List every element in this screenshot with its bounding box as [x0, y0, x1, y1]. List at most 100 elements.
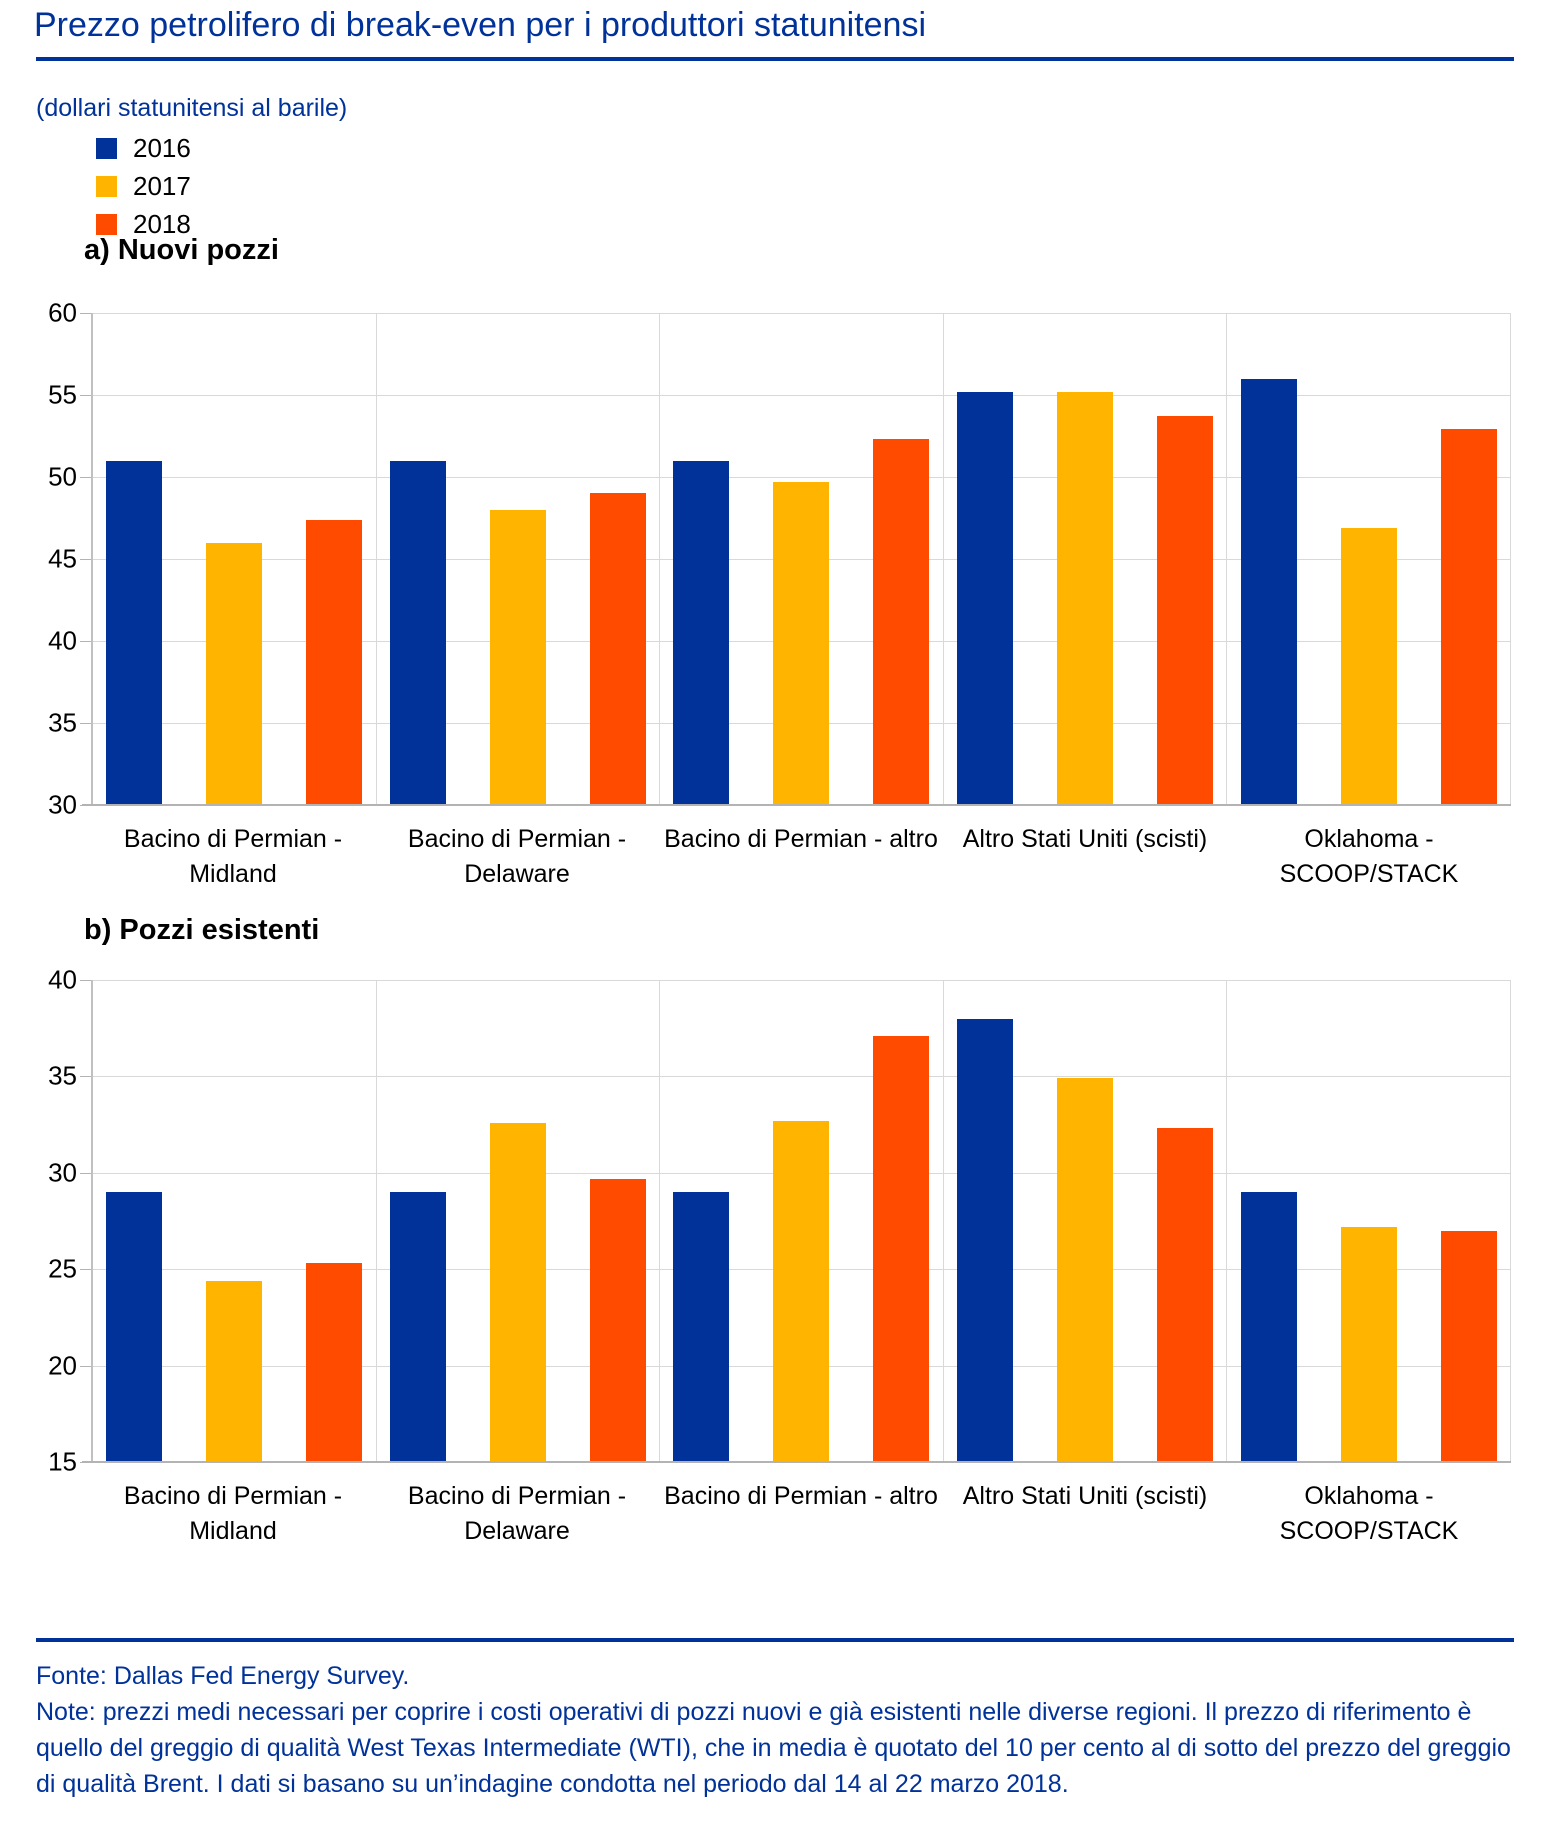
source-text: Fonte: Dallas Fed Energy Survey.	[36, 1662, 410, 1690]
bar-2018-cat3	[873, 1035, 930, 1462]
gridline	[93, 395, 1511, 396]
bar-2018-cat1	[306, 519, 363, 805]
plot-cells	[93, 313, 1511, 805]
y-axis-label: 35	[48, 707, 77, 738]
y-axis-label: 40	[48, 964, 77, 995]
bar-2018-cat4	[1157, 416, 1214, 805]
gridline	[93, 313, 1511, 314]
x-axis-label: Bacino di Permian - Delaware	[407, 1482, 627, 1545]
x-axis-label: Oklahoma - SCOOP/STACK	[1279, 1482, 1459, 1545]
y-axis-tick	[80, 1269, 91, 1271]
y-axis-label: 35	[48, 1060, 77, 1091]
y-axis-tick	[80, 395, 91, 396]
x-axis-line	[82, 804, 1511, 806]
bar-2016-cat4	[957, 391, 1014, 805]
title-divider	[36, 57, 1514, 61]
y-axis-label: 50	[48, 461, 77, 492]
bar-2016-cat3	[673, 460, 730, 805]
legend-swatch-2017	[96, 175, 117, 197]
plot-cells	[93, 980, 1511, 1462]
category-cell	[944, 313, 1228, 805]
y-axis-label: 15	[48, 1446, 77, 1477]
x-axis-label: Bacino di Permian - Midland	[123, 1482, 343, 1545]
bar-2016-cat1	[106, 1192, 163, 1462]
legend-item-2018: 2018	[96, 209, 191, 239]
category-cell	[660, 313, 944, 805]
bar-2018-cat5	[1440, 1230, 1497, 1462]
bar-2018-cat5	[1440, 429, 1497, 805]
y-axis-label: 45	[48, 543, 77, 574]
gridline	[93, 1076, 1511, 1078]
bar-2017-cat3	[773, 481, 830, 805]
bar-2017-cat2	[489, 1122, 546, 1462]
y-axis-label: 25	[48, 1253, 77, 1284]
x-axis-label: Altro Stati Uniti (scisti)	[962, 825, 1208, 853]
bar-2016-cat1	[106, 460, 163, 805]
category-cell	[1227, 980, 1511, 1462]
gridline	[93, 477, 1511, 478]
bar-2017-cat1	[206, 1280, 263, 1462]
x-axis-label: Bacino di Permian - Delaware	[407, 825, 627, 888]
bar-2016-cat3	[673, 1192, 730, 1462]
x-axis-label: Bacino di Permian - altro	[664, 1482, 938, 1510]
y-axis-label: 55	[48, 379, 77, 410]
footer: Fonte: Dallas Fed Energy Survey. Note: p…	[36, 1658, 1514, 1802]
chart-a-plot-area: 60 55 50 45 40 35 30	[48, 298, 1511, 820]
bar-2016-cat2	[389, 460, 446, 805]
footer-divider	[36, 1638, 1514, 1642]
chart-a-title: a) Nuovi pozzi	[84, 234, 279, 266]
bar-2016-cat4	[957, 1018, 1014, 1462]
y-axis-tick	[80, 477, 91, 478]
x-axis-label: Oklahoma - SCOOP/STACK	[1279, 825, 1459, 888]
category-cell	[377, 980, 661, 1462]
units-label: (dollari statunitensi al barile)	[36, 94, 348, 122]
gridline	[93, 980, 1511, 981]
y-axis-tick	[80, 313, 91, 314]
bar-2017-cat5	[1340, 1226, 1397, 1462]
note-text: Note: prezzi medi necessari per coprire …	[36, 1698, 1511, 1798]
chart-a-x-axis-labels: Bacino di Permian - Midland Bacino di Per…	[91, 822, 1511, 892]
bar-2017-cat2	[489, 509, 546, 805]
legend-item-2016: 2016	[96, 133, 191, 163]
chart-b-plot-area: 40 35 30 25 20 15	[48, 965, 1511, 1477]
legend-label: 2018	[133, 208, 191, 239]
x-axis-label: Altro Stati Uniti (scisti)	[962, 1482, 1208, 1510]
bar-2018-cat2	[589, 1178, 646, 1462]
legend-swatch-2016	[96, 137, 117, 159]
bar-2018-cat3	[873, 439, 930, 805]
bar-2017-cat5	[1340, 527, 1397, 805]
y-axis-label: 60	[48, 297, 77, 328]
bar-2018-cat2	[589, 493, 646, 805]
bar-2016-cat5	[1240, 378, 1297, 805]
category-cell	[377, 313, 661, 805]
bar-2016-cat5	[1240, 1192, 1297, 1462]
legend-item-2017: 2017	[96, 171, 191, 201]
bar-2017-cat3	[773, 1120, 830, 1462]
y-axis-label: 40	[48, 625, 77, 656]
legend-swatch-2018	[96, 213, 117, 235]
y-axis-label: 30	[48, 789, 77, 820]
page-title: Prezzo petrolifero di break-even per i p…	[34, 6, 927, 44]
x-axis-label: Bacino di Permian - altro	[664, 825, 938, 853]
legend: 2016 2017 2018	[96, 133, 191, 251]
bar-2017-cat4	[1057, 391, 1114, 805]
category-cell	[93, 313, 377, 805]
y-axis-tick	[80, 1076, 91, 1078]
y-axis-label: 20	[48, 1350, 77, 1381]
x-axis-label: Bacino di Permian - Midland	[123, 825, 343, 888]
y-axis-label: 30	[48, 1157, 77, 1188]
category-cell	[93, 980, 377, 1462]
chart-b-x-axis-labels: Bacino di Permian - Midland Bacino di Per…	[91, 1479, 1511, 1549]
category-cell	[1227, 313, 1511, 805]
category-cell	[660, 980, 944, 1462]
y-axis-tick	[80, 1365, 91, 1367]
chart-b-title: b) Pozzi esistenti	[84, 914, 320, 946]
legend-label: 2016	[133, 132, 191, 163]
legend-label: 2017	[133, 170, 191, 201]
bar-2018-cat4	[1157, 1128, 1214, 1462]
y-axis-tick	[80, 980, 91, 981]
bar-2017-cat1	[206, 542, 263, 805]
x-axis-line	[82, 1461, 1511, 1463]
y-axis-tick	[80, 1172, 91, 1174]
category-cell	[944, 980, 1228, 1462]
